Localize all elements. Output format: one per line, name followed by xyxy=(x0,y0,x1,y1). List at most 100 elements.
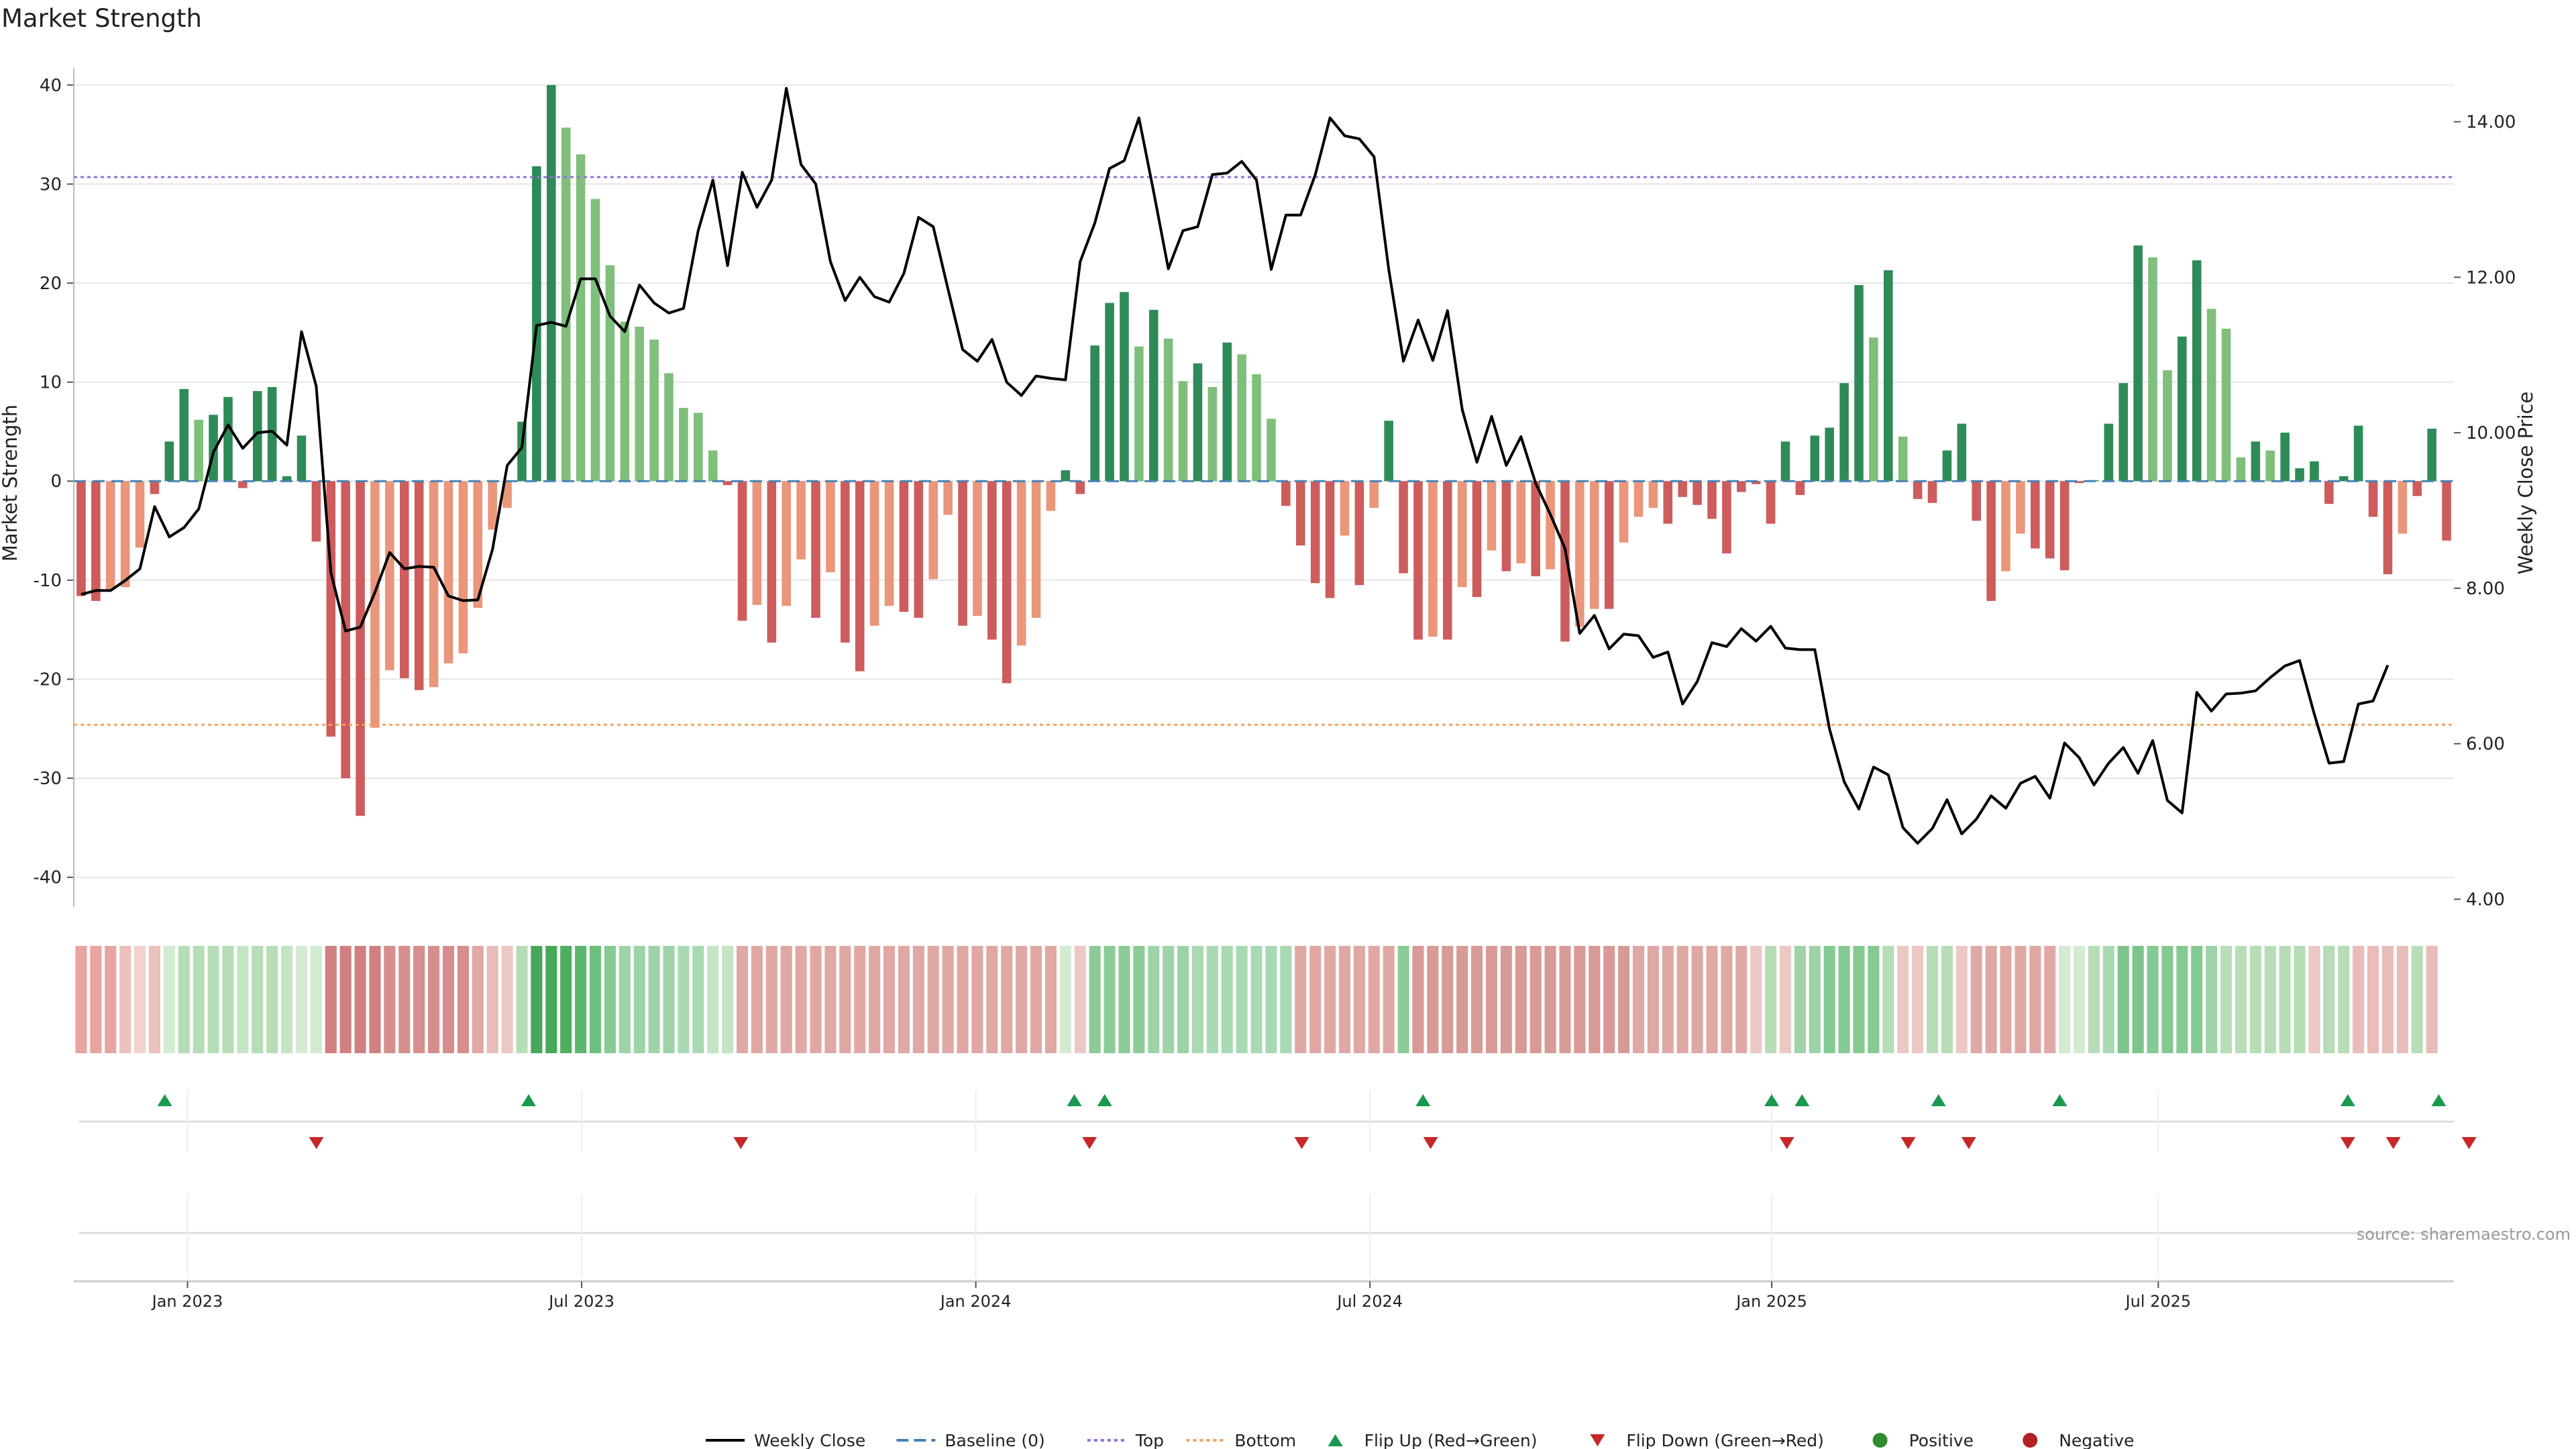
tick-label-left: -10 xyxy=(34,571,62,591)
strength-bar xyxy=(2324,481,2334,504)
strength-bar xyxy=(576,154,586,482)
strength-bar xyxy=(179,388,189,482)
colorbar-segment xyxy=(339,946,352,1053)
colorbar-segment xyxy=(1309,946,1322,1053)
tick-label-right: 10.00 xyxy=(2466,423,2516,443)
strength-bar xyxy=(1046,481,1056,511)
strength-bar xyxy=(2133,245,2143,482)
strength-bar xyxy=(1075,481,1085,494)
colorbar-segment xyxy=(810,946,822,1053)
strength-bar xyxy=(811,481,820,618)
strength-bar xyxy=(1310,481,1320,584)
strength-bar xyxy=(914,481,924,618)
strength-bar xyxy=(1604,481,1614,609)
strength-bar xyxy=(841,481,850,643)
flip-up-marker xyxy=(521,1094,536,1106)
legend-label: Negative xyxy=(2059,1431,2134,1449)
flip-up-marker xyxy=(1764,1094,1780,1106)
colorbar-segment xyxy=(2088,946,2100,1053)
flip-panel xyxy=(79,1090,2477,1152)
strength-bar xyxy=(1267,419,1276,482)
strength-bar xyxy=(2206,309,2216,482)
colorbar-segment xyxy=(163,946,175,1053)
strength-bar xyxy=(826,481,835,573)
strength-bar xyxy=(2192,260,2202,482)
colorbar-segment xyxy=(207,946,219,1053)
strength-bar xyxy=(1031,481,1041,618)
colorbar-segment xyxy=(663,946,675,1053)
strength-bar xyxy=(1354,481,1364,586)
colorbar-segment xyxy=(1589,946,1601,1053)
x-tick-label: Jul 2023 xyxy=(547,1292,614,1311)
colorbar-segment xyxy=(1001,946,1013,1053)
colorbar-segment xyxy=(2353,946,2365,1053)
colorbar-segment xyxy=(486,946,498,1053)
colorbar-segment xyxy=(839,946,851,1053)
colorbar-segment xyxy=(472,946,484,1053)
strength-bar xyxy=(1120,292,1129,482)
colorbar-panel xyxy=(75,946,2438,1053)
colorbar-segment xyxy=(1750,946,1762,1053)
colorbar-segment xyxy=(795,946,807,1053)
legend-label: Bottom xyxy=(1234,1431,1296,1449)
colorbar-segment xyxy=(237,946,249,1053)
strength-bar xyxy=(2368,481,2378,517)
colorbar-segment xyxy=(2029,946,2041,1053)
strength-bar xyxy=(1663,481,1673,524)
flip-up-marker xyxy=(2052,1094,2068,1106)
strength-bar xyxy=(2295,468,2304,482)
strength-bar xyxy=(282,476,292,482)
colorbar-segment xyxy=(310,946,322,1053)
colorbar-segment xyxy=(1089,946,1101,1053)
strength-bar xyxy=(1295,481,1305,546)
colorbar-segment xyxy=(1295,946,1307,1053)
colorbar-segment xyxy=(2191,946,2203,1053)
strength-bar xyxy=(1942,450,1952,482)
colorbar-segment xyxy=(281,946,293,1053)
strength-bar xyxy=(664,373,674,482)
strength-bar xyxy=(1560,481,1570,642)
signal-panel xyxy=(79,1194,2454,1278)
colorbar-segment xyxy=(1985,946,1997,1053)
flip-down-marker xyxy=(2340,1137,2355,1149)
strength-bar xyxy=(928,481,938,580)
colorbar-segment xyxy=(1779,946,1792,1053)
colorbar-segment xyxy=(222,946,234,1053)
strength-bar xyxy=(1399,481,1408,574)
colorbar-segment xyxy=(2220,946,2233,1053)
flip-down-marker xyxy=(1082,1137,1097,1149)
colorbar-segment xyxy=(1442,946,1454,1053)
colorbar-segment xyxy=(1706,946,1718,1053)
colorbar-segment xyxy=(1735,946,1748,1053)
colorbar-segment xyxy=(1397,946,1409,1053)
colorbar-segment xyxy=(1838,946,1850,1053)
strength-bar xyxy=(1281,481,1291,506)
tick-label-left: 10 xyxy=(40,373,62,393)
colorbar-segment xyxy=(2381,946,2394,1053)
legend-item: Bottom xyxy=(1186,1431,1296,1449)
colorbar-segment xyxy=(1618,946,1630,1053)
tick-label-left: 0 xyxy=(50,472,62,492)
strength-bar xyxy=(796,481,806,559)
strength-bar xyxy=(1751,481,1761,484)
colorbar-segment xyxy=(2426,946,2438,1053)
tick-label-right: 4.00 xyxy=(2466,890,2505,910)
colorbar-segment xyxy=(633,946,645,1053)
strength-bar xyxy=(370,481,380,728)
strength-bar xyxy=(76,481,86,596)
legend-swatch xyxy=(1328,1434,1343,1446)
strength-bar xyxy=(635,326,644,482)
strength-bar xyxy=(2427,429,2436,482)
colorbar-segment xyxy=(384,946,396,1053)
colorbar-segment xyxy=(1765,946,1777,1053)
colorbar-segment xyxy=(927,946,939,1053)
strength-bar xyxy=(2118,383,2129,482)
strength-bar xyxy=(884,481,894,606)
colorbar-segment xyxy=(1368,946,1380,1053)
colorbar-segment xyxy=(105,946,117,1053)
strength-bar xyxy=(958,481,967,626)
colorbar-segment xyxy=(354,946,366,1053)
colorbar-segment xyxy=(531,946,543,1053)
colorbar-segment xyxy=(325,946,337,1053)
